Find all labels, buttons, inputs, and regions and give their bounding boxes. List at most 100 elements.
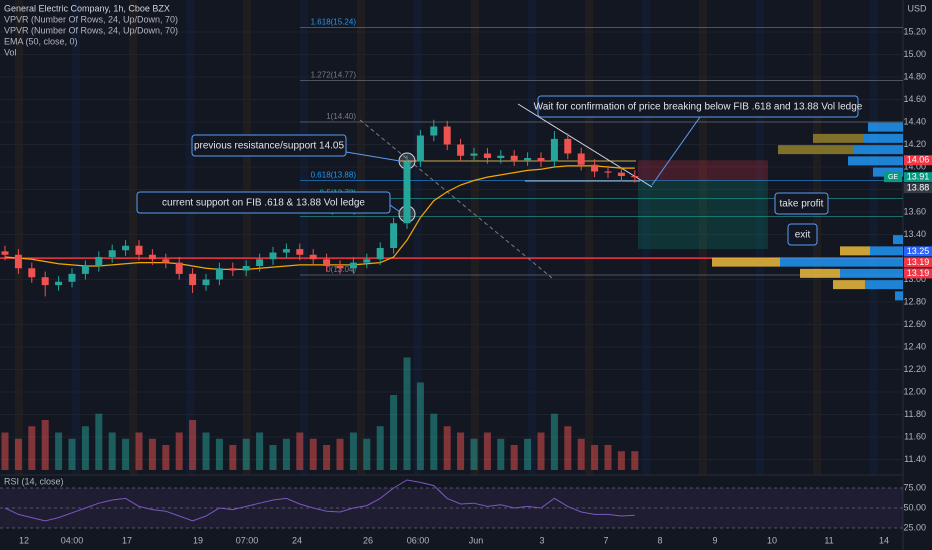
y-tick-label: 12.80 (903, 296, 926, 306)
volume-bar (269, 445, 277, 470)
volume-bar (1, 432, 9, 470)
legend-entry: Vol (4, 47, 17, 57)
candle-body (577, 153, 585, 165)
volume-bar (202, 432, 210, 470)
candle-body (564, 138, 572, 154)
volume-bar (416, 382, 424, 470)
candle-body (537, 158, 545, 162)
x-tick-label: Jun (469, 535, 484, 545)
legend-entry: EMA (50, close, 0) (4, 36, 78, 46)
volume-bar (564, 426, 572, 470)
volume-bar (28, 426, 36, 470)
ema-line (4, 165, 635, 270)
volume-bar (135, 432, 143, 470)
session-band (528, 0, 536, 475)
candle-body (175, 262, 183, 274)
vpvr-up (863, 133, 903, 143)
volume-bar (296, 432, 304, 470)
currency: USD (907, 3, 927, 13)
session-band (357, 0, 365, 475)
price-tag-label: 13.25 (907, 246, 930, 256)
annotation-text: Wait for confirmation of price breaking … (534, 102, 863, 113)
annotation-box (787, 223, 818, 246)
candle-body (336, 266, 344, 269)
candle-body (376, 248, 384, 260)
volume-bar (95, 413, 103, 470)
price-tag (904, 155, 932, 166)
volume-bar (470, 438, 478, 470)
y-tick-label: 14.20 (903, 139, 926, 149)
session-band (870, 0, 878, 475)
fib-label: 1(14.40) (326, 112, 356, 121)
candle-body (510, 155, 518, 161)
annotation-box (191, 134, 347, 157)
session-band (15, 0, 23, 475)
candle-body (162, 259, 170, 263)
price-tag-label: 13.91 (907, 172, 930, 182)
vpvr-up (853, 145, 903, 155)
candle-body (390, 223, 398, 248)
volume-bar (175, 432, 183, 470)
annotation-text: exit (795, 230, 811, 241)
session-band (300, 0, 308, 475)
price-tag-label: 13.88 (907, 183, 930, 193)
volume-bar (403, 357, 411, 470)
vpvr-up (840, 268, 903, 278)
volume-bar (309, 438, 317, 470)
candle-body (135, 245, 143, 255)
rsi-line (4, 479, 635, 522)
vpvr-up (895, 291, 903, 301)
candle-body (604, 171, 612, 173)
candle-body (631, 176, 639, 178)
candle-body (95, 257, 103, 266)
candle-body (81, 266, 89, 274)
y-tick-label: 11.60 (904, 431, 926, 441)
x-tick-label: 11 (824, 535, 833, 545)
candle-body (1, 251, 9, 255)
volume-bar (215, 438, 223, 470)
candle-body (296, 249, 304, 255)
candle-body (617, 172, 625, 176)
y-tick-label: 14.60 (903, 94, 926, 104)
session-band (186, 0, 194, 475)
volume-bar (122, 438, 130, 470)
legend-entry: VPVR (Number Of Rows, 24, Up/Down, 70) (4, 25, 178, 35)
volume-bar (617, 451, 625, 470)
candle-body (363, 259, 371, 263)
price-tag (904, 172, 932, 183)
session-band (129, 0, 137, 475)
candle-body (55, 281, 63, 286)
fib-label: 1.272(14.77) (311, 70, 357, 79)
y-tick-label: 12.00 (903, 386, 926, 396)
volume-bar (457, 432, 465, 470)
annotation-text: previous resistance/support 14.05 (194, 141, 345, 152)
price-tag-label: 14.06 (907, 155, 930, 165)
x-tick-label: 07:00 (236, 535, 259, 545)
volume-bar (483, 432, 491, 470)
fib-label: 0.618(13.88) (311, 171, 357, 180)
session-band (699, 0, 707, 475)
vpvr-up (868, 122, 903, 132)
volume-bar (577, 438, 585, 470)
candle-body (148, 254, 156, 260)
volume-bar (363, 438, 371, 470)
session-band (243, 0, 251, 475)
volume-bar (282, 438, 290, 470)
annotation-text: take profit (780, 199, 824, 210)
candle-body (189, 273, 197, 286)
volume-bar (390, 395, 398, 470)
volume-bar (323, 445, 331, 470)
x-tick-label: 06:00 (407, 535, 430, 545)
y-tick-label: 15.00 (903, 49, 926, 59)
stop-zone (638, 160, 768, 181)
candle-body (108, 250, 116, 257)
candle-body (349, 262, 357, 269)
price-tag (904, 246, 932, 257)
candle-body (122, 245, 130, 251)
volume-bar (55, 432, 63, 470)
x-tick-label: 04:00 (61, 535, 84, 545)
vpvr-down (833, 280, 865, 290)
candle-body (242, 266, 250, 271)
rsi-tick-label: 50.00 (903, 502, 926, 512)
